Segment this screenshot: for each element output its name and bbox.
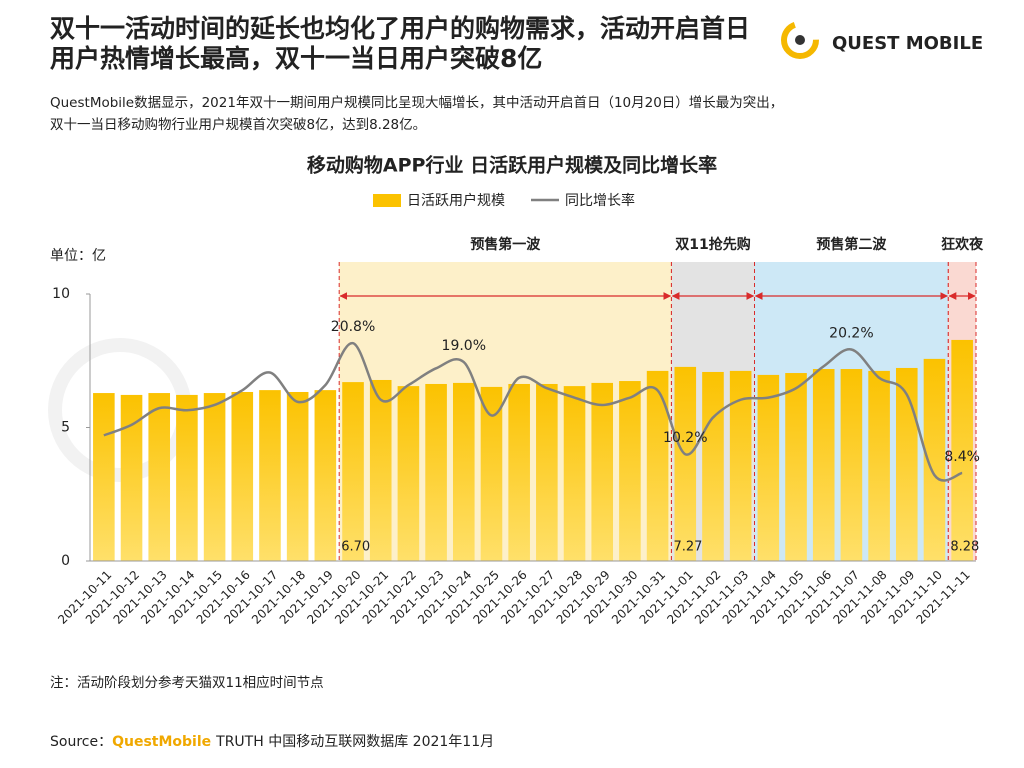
line-value-label: 8.4% [944, 449, 980, 465]
bar [951, 339, 973, 561]
bar [563, 386, 586, 561]
line-value-label: 20.2% [829, 325, 873, 341]
bar [120, 394, 143, 561]
line-value-label: 10.2% [663, 430, 707, 446]
bar [591, 382, 614, 561]
phase-region [339, 262, 672, 561]
source-brand: QuestMobile [112, 734, 211, 750]
chart-title: 移动购物APP行业 日活跃用户规模及同比增长率 [307, 154, 717, 177]
bar [702, 371, 724, 561]
bar [176, 394, 198, 561]
unit-label: 单位：亿 [50, 248, 106, 264]
source-prefix: Source： [50, 734, 112, 750]
bar [536, 383, 558, 561]
line-value-label: 20.8% [331, 319, 375, 335]
legend-label: 同比增长率 [565, 192, 635, 209]
y-tick-label: 0 [61, 553, 70, 569]
logo-text: QUEST MOBILE [832, 33, 983, 54]
phase-label: 狂欢夜 [941, 236, 984, 253]
bar [148, 393, 171, 561]
bar [757, 374, 780, 561]
bar [425, 383, 447, 561]
line [103, 341, 963, 482]
bar [868, 370, 890, 561]
legend-label: 日活跃用户规模 [407, 192, 505, 209]
footer-note: 注：活动阶段划分参考天猫双11相应时间节点 [50, 674, 324, 691]
bar [812, 369, 835, 561]
bar [314, 390, 337, 561]
y-tick-label: 5 [61, 420, 70, 436]
bar [397, 386, 420, 561]
bar [729, 370, 752, 561]
bar [923, 358, 946, 561]
bar-value-label: 8.28 [950, 540, 979, 555]
bar [369, 379, 392, 561]
title-line: 用户热情增长最高，双十一当日用户突破8亿 [50, 44, 542, 73]
bar [785, 373, 807, 561]
bar [508, 383, 530, 561]
bar [646, 370, 669, 561]
phase-label: 预售第二波 [816, 236, 887, 253]
bar [259, 390, 281, 561]
bar [619, 381, 641, 561]
bar [231, 391, 254, 561]
phase-label: 双11抢先购 [675, 236, 750, 253]
bar [286, 391, 309, 561]
bar-value-label: 6.70 [341, 540, 370, 555]
bar [674, 366, 697, 561]
source-rest: TRUTH 中国移动互联网数据库 2021年11月 [215, 734, 494, 750]
bar [480, 386, 503, 561]
phase-label: 预售第一波 [470, 236, 541, 253]
legend-swatch [373, 194, 401, 207]
bar [342, 382, 364, 561]
bar-value-label: 7.27 [673, 540, 702, 555]
source: Source：QuestMobile TRUTH 中国移动互联网数据库 2021年… [50, 734, 494, 750]
description-line: QuestMobile数据显示，2021年双十一期间用户规模同比呈现大幅增长，其… [50, 94, 783, 111]
y-tick-label: 10 [52, 286, 70, 302]
bar [93, 393, 115, 561]
description-line: 双十一当日移动购物行业用户规模首次突破8亿，达到8.28亿。 [50, 116, 426, 133]
bar [840, 369, 863, 561]
line-value-label: 19.0% [442, 338, 486, 354]
bar [895, 367, 918, 561]
bar [203, 393, 226, 561]
bar [452, 382, 475, 561]
logo: QUEST MOBILE [781, 21, 983, 59]
title-line: 双十一活动时间的延长也均化了用户的购物需求，活动开启首日 [50, 14, 750, 43]
